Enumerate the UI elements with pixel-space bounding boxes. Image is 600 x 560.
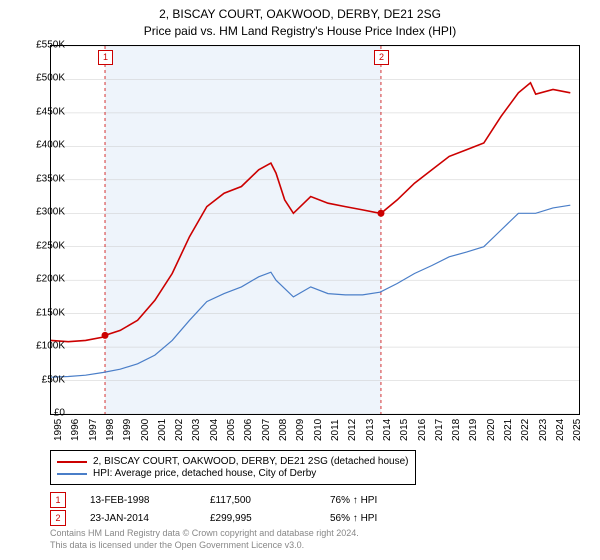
y-axis-tick-label: £400K: [20, 140, 65, 151]
x-axis-tick-label: 2013: [365, 419, 376, 441]
x-axis-tick-label: 1997: [88, 419, 99, 441]
x-axis-tick-label: 2007: [261, 419, 272, 441]
chart-svg: [51, 46, 579, 414]
marker-table: 1 13-FEB-1998 £117,500 76% ↑ HPI 2 23-JA…: [50, 490, 450, 528]
marker-date: 23-JAN-2014: [90, 513, 210, 524]
x-axis-tick-label: 2023: [538, 419, 549, 441]
y-axis-tick-label: £250K: [20, 240, 65, 251]
x-axis-tick-label: 2018: [451, 419, 462, 441]
y-axis-tick-label: £50K: [20, 374, 65, 385]
x-axis-tick-label: 2015: [399, 419, 410, 441]
y-axis-tick-label: £0: [20, 408, 65, 419]
x-axis-tick-label: 2024: [555, 419, 566, 441]
x-axis-tick-label: 2001: [157, 419, 168, 441]
x-axis-tick-label: 1995: [53, 419, 64, 441]
x-axis-tick-label: 2006: [243, 419, 254, 441]
marker-price: £117,500: [210, 495, 330, 506]
chart-titles: 2, BISCAY COURT, OAKWOOD, DERBY, DE21 2S…: [0, 0, 600, 40]
y-axis-tick-label: £500K: [20, 73, 65, 84]
legend-label: 2, BISCAY COURT, OAKWOOD, DERBY, DE21 2S…: [93, 456, 409, 467]
y-axis-tick-label: £100K: [20, 341, 65, 352]
title-subtitle: Price paid vs. HM Land Registry's House …: [0, 23, 600, 40]
legend-label: HPI: Average price, detached house, City…: [93, 468, 316, 479]
chart-footer: Contains HM Land Registry data © Crown c…: [50, 528, 359, 551]
x-axis-tick-label: 2008: [278, 419, 289, 441]
y-axis-tick-label: £200K: [20, 274, 65, 285]
chart-container: 2, BISCAY COURT, OAKWOOD, DERBY, DE21 2S…: [0, 0, 600, 560]
footer-line-2: This data is licensed under the Open Gov…: [50, 540, 359, 552]
x-axis-tick-label: 2003: [191, 419, 202, 441]
marker-number-box: 2: [50, 510, 66, 526]
legend-swatch: [57, 473, 87, 475]
x-axis-tick-label: 1999: [122, 419, 133, 441]
y-axis-tick-label: £450K: [20, 106, 65, 117]
x-axis-tick-label: 2012: [347, 419, 358, 441]
x-axis-tick-label: 2009: [295, 419, 306, 441]
x-axis-tick-label: 1998: [105, 419, 116, 441]
x-axis-tick-label: 2002: [174, 419, 185, 441]
x-axis-tick-label: 2014: [382, 419, 393, 441]
x-axis-tick-label: 2000: [140, 419, 151, 441]
marker-table-row: 2 23-JAN-2014 £299,995 56% ↑ HPI: [50, 510, 450, 526]
legend-swatch: [57, 461, 87, 463]
y-axis-tick-label: £350K: [20, 173, 65, 184]
x-axis-tick-label: 2025: [572, 419, 583, 441]
x-axis-tick-label: 2016: [417, 419, 428, 441]
legend-row: HPI: Average price, detached house, City…: [57, 468, 409, 479]
marker-table-row: 1 13-FEB-1998 £117,500 76% ↑ HPI: [50, 492, 450, 508]
x-axis-tick-label: 2010: [313, 419, 324, 441]
marker-date: 13-FEB-1998: [90, 495, 210, 506]
y-axis-tick-label: £300K: [20, 207, 65, 218]
marker-price: £299,995: [210, 513, 330, 524]
footer-line-1: Contains HM Land Registry data © Crown c…: [50, 528, 359, 540]
y-axis-tick-label: £150K: [20, 307, 65, 318]
marker-pct: 56% ↑ HPI: [330, 513, 450, 524]
chart-legend: 2, BISCAY COURT, OAKWOOD, DERBY, DE21 2S…: [50, 450, 416, 485]
x-axis-tick-label: 2019: [468, 419, 479, 441]
y-axis-tick-label: £550K: [20, 40, 65, 51]
x-axis-tick-label: 2011: [330, 419, 341, 441]
x-axis-tick-label: 2020: [486, 419, 497, 441]
marker-pct: 76% ↑ HPI: [330, 495, 450, 506]
title-address: 2, BISCAY COURT, OAKWOOD, DERBY, DE21 2S…: [0, 6, 600, 23]
x-axis-tick-label: 1996: [70, 419, 81, 441]
x-axis-tick-label: 2017: [434, 419, 445, 441]
chart-plot-area: 1 2: [50, 45, 580, 415]
chart-marker-2: 2: [374, 50, 389, 65]
x-axis-tick-label: 2005: [226, 419, 237, 441]
chart-marker-1: 1: [98, 50, 113, 65]
marker-number-box: 1: [50, 492, 66, 508]
x-axis-tick-label: 2022: [520, 419, 531, 441]
x-axis-tick-label: 2004: [209, 419, 220, 441]
legend-row: 2, BISCAY COURT, OAKWOOD, DERBY, DE21 2S…: [57, 456, 409, 467]
x-axis-tick-label: 2021: [503, 419, 514, 441]
